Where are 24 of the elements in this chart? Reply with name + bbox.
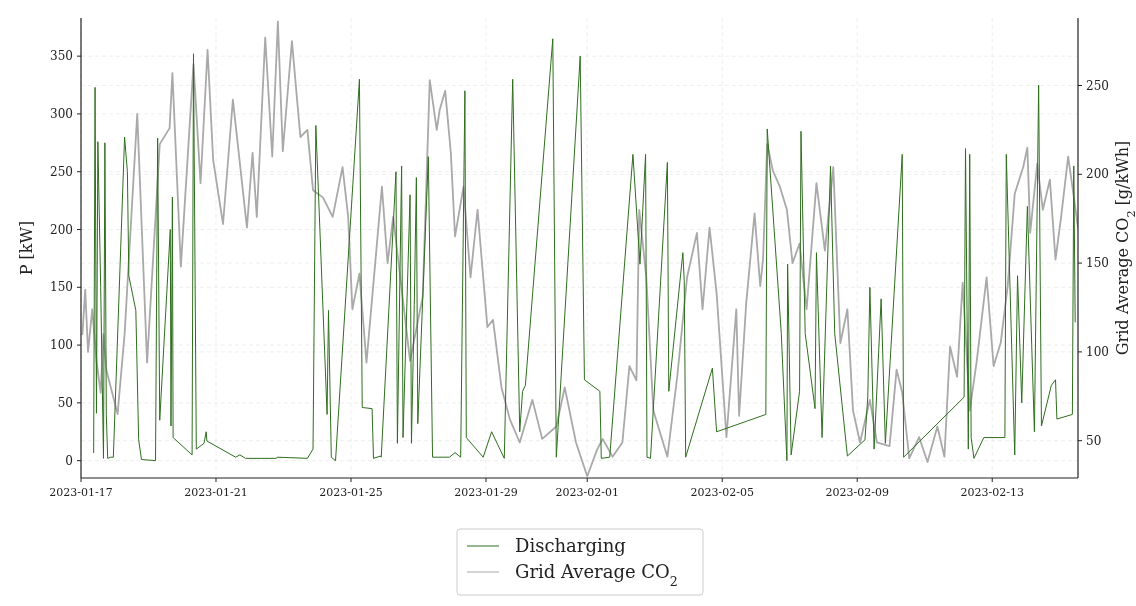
x-tick-label: 2023-01-17 [49, 486, 113, 499]
x-tick-label: 2023-02-01 [555, 486, 619, 499]
y-tick-label: 0 [65, 453, 73, 468]
y-axis-title: P [kW] [17, 220, 36, 276]
y-tick-label: 250 [50, 164, 73, 179]
y-tick-label: 300 [50, 107, 73, 122]
y-tick-label: 350 [50, 49, 73, 64]
y-tick-label: 150 [50, 280, 73, 295]
y-tick-label: 50 [57, 396, 73, 411]
x-tick-label: 2023-02-05 [690, 486, 754, 499]
x-tick-label: 2023-01-25 [319, 486, 383, 499]
y-tick-label: 200 [50, 222, 73, 237]
legend-label: Grid Average CO$_{2}$ [515, 561, 678, 589]
y2-tick-label: 100 [1086, 345, 1109, 360]
x-tick-label: 2023-01-21 [184, 486, 248, 499]
x-tick-label: 2023-02-13 [960, 486, 1024, 499]
x-tick-label: 2023-02-09 [825, 486, 889, 499]
x-tick-label: 2023-01-29 [454, 486, 518, 499]
y-tick-label: 100 [50, 338, 73, 353]
legend-label: Discharging [515, 535, 626, 557]
y2-tick-label: 150 [1086, 256, 1109, 271]
y2-tick-label: 50 [1086, 433, 1102, 448]
y2-tick-label: 200 [1086, 167, 1109, 182]
y2-tick-label: 250 [1086, 78, 1109, 93]
